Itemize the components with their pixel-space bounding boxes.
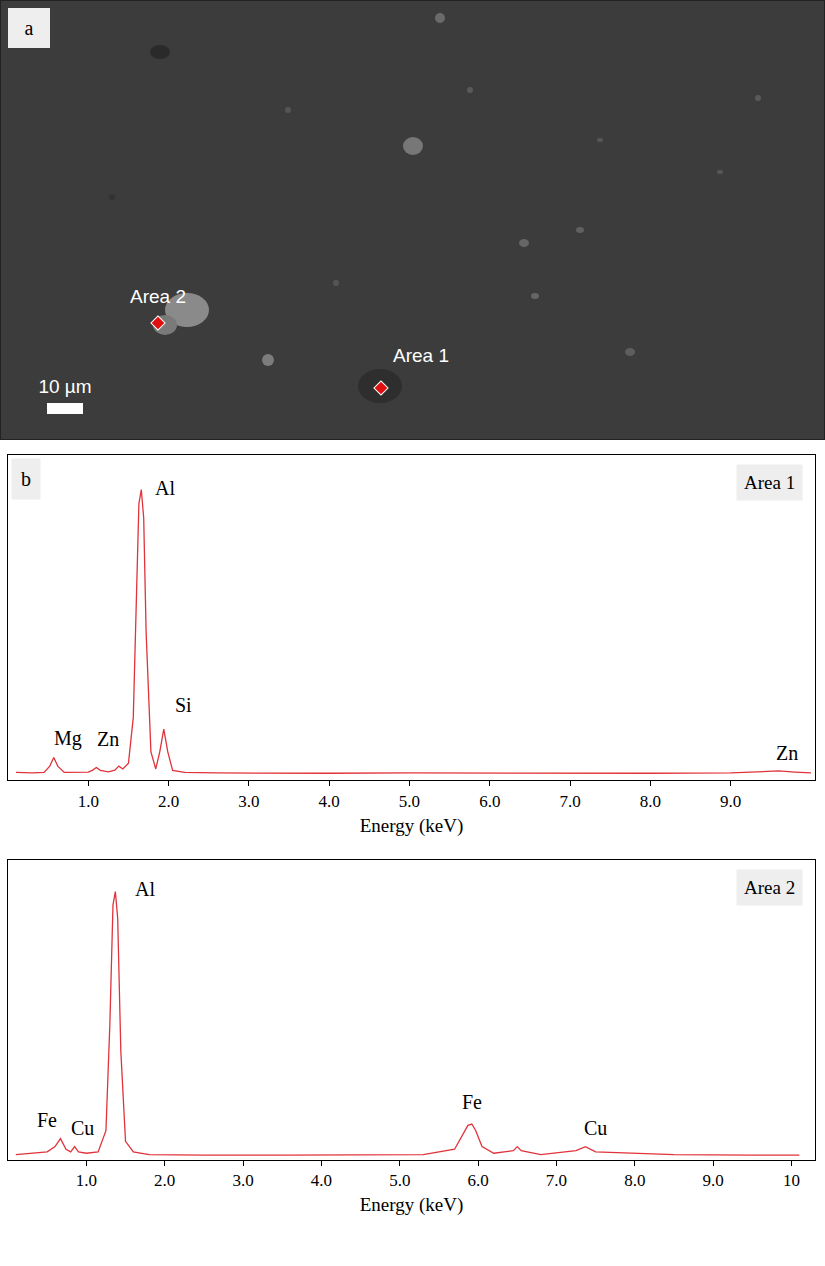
- svg-text:Mg: Mg: [54, 727, 82, 750]
- svg-text:6.0: 6.0: [479, 792, 500, 811]
- svg-text:Fe: Fe: [462, 1091, 482, 1113]
- svg-text:Energy (keV): Energy (keV): [360, 1194, 464, 1216]
- svg-text:b: b: [21, 468, 31, 490]
- svg-text:8.0: 8.0: [640, 792, 661, 811]
- svg-text:7.0: 7.0: [559, 792, 580, 811]
- svg-text:9.0: 9.0: [720, 792, 741, 811]
- svg-text:4.0: 4.0: [311, 1171, 332, 1190]
- svg-text:Zn: Zn: [776, 742, 798, 764]
- svg-text:10 µm: 10 µm: [38, 376, 91, 397]
- svg-text:3.0: 3.0: [238, 792, 259, 811]
- svg-text:Si: Si: [175, 694, 192, 716]
- svg-text:5.0: 5.0: [389, 1171, 410, 1190]
- svg-text:7.0: 7.0: [546, 1171, 567, 1190]
- svg-text:Energy (keV): Energy (keV): [360, 815, 464, 837]
- svg-text:8.0: 8.0: [624, 1171, 645, 1190]
- svg-text:5.0: 5.0: [399, 792, 420, 811]
- svg-text:Area 1: Area 1: [744, 472, 795, 493]
- svg-text:1.0: 1.0: [78, 792, 99, 811]
- svg-text:Al: Al: [155, 477, 175, 499]
- svg-text:a: a: [25, 17, 34, 39]
- svg-text:Area 2: Area 2: [130, 286, 186, 307]
- svg-text:4.0: 4.0: [319, 792, 340, 811]
- svg-text:Al: Al: [135, 878, 155, 900]
- svg-text:Cu: Cu: [584, 1117, 607, 1139]
- svg-text:Area 1: Area 1: [393, 345, 449, 366]
- svg-text:6.0: 6.0: [467, 1171, 488, 1190]
- svg-text:Area 2: Area 2: [744, 877, 795, 898]
- svg-text:3.0: 3.0: [232, 1171, 253, 1190]
- svg-text:Fe: Fe: [37, 1109, 57, 1131]
- svg-text:2.0: 2.0: [158, 792, 179, 811]
- svg-text:Zn: Zn: [97, 728, 119, 750]
- svg-text:10: 10: [783, 1171, 800, 1190]
- svg-text:1.0: 1.0: [76, 1171, 97, 1190]
- svg-text:9.0: 9.0: [703, 1171, 724, 1190]
- svg-text:Cu: Cu: [71, 1117, 94, 1139]
- svg-text:2.0: 2.0: [154, 1171, 175, 1190]
